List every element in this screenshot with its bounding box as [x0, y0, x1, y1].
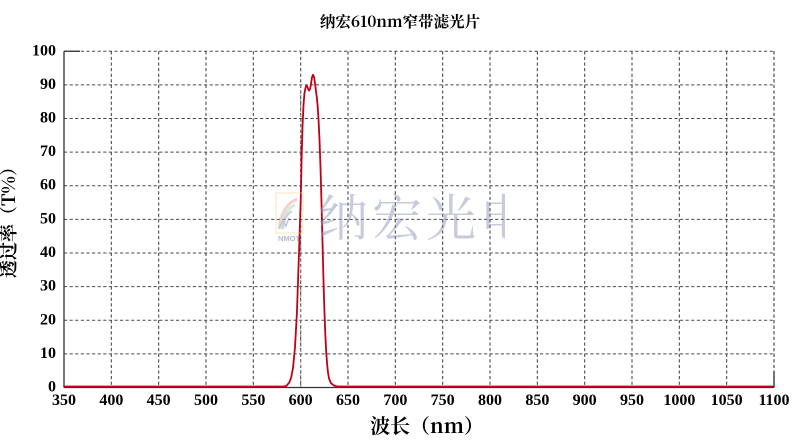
svg-text:纳宏光电: 纳宏光电 [318, 192, 505, 251]
svg-text:40: 40 [40, 244, 56, 261]
svg-text:90: 90 [40, 76, 56, 93]
svg-text:70: 70 [40, 143, 56, 160]
svg-text:350: 350 [52, 392, 76, 409]
svg-text:950: 950 [620, 392, 644, 409]
svg-text:80: 80 [40, 110, 56, 127]
svg-text:NMOT: NMOT [278, 234, 300, 243]
svg-text:60: 60 [40, 177, 56, 194]
svg-text:100: 100 [32, 42, 56, 59]
svg-text:750: 750 [431, 392, 455, 409]
svg-text:700: 700 [383, 392, 407, 409]
svg-text:50: 50 [40, 210, 56, 227]
svg-text:20: 20 [40, 311, 56, 328]
svg-text:30: 30 [40, 278, 56, 295]
svg-text:600: 600 [289, 392, 313, 409]
svg-text:透过率（T%）: 透过率（T%） [0, 158, 21, 278]
svg-text:900: 900 [573, 392, 597, 409]
svg-text:850: 850 [525, 392, 549, 409]
svg-text:10: 10 [40, 345, 56, 362]
svg-text:1000: 1000 [663, 392, 695, 409]
svg-text:500: 500 [194, 392, 218, 409]
svg-text:400: 400 [99, 392, 123, 409]
svg-text:800: 800 [478, 392, 502, 409]
svg-text:1050: 1050 [711, 392, 743, 409]
svg-text:1100: 1100 [758, 392, 789, 409]
svg-text:450: 450 [147, 392, 171, 409]
svg-text:550: 550 [241, 392, 265, 409]
svg-text:650: 650 [336, 392, 360, 409]
svg-text:波长（nm）: 波长（nm） [370, 410, 484, 439]
